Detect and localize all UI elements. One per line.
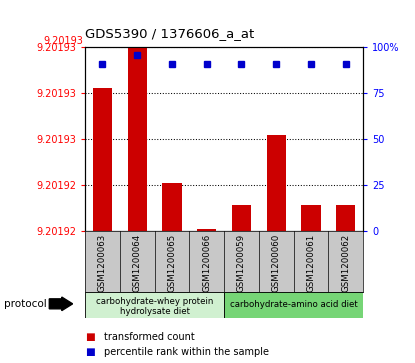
Bar: [85, 292, 224, 318]
Bar: [224, 292, 363, 318]
Text: hydrolysate diet: hydrolysate diet: [120, 307, 190, 316]
Text: GSM1200059: GSM1200059: [237, 234, 246, 292]
Text: 9.20193: 9.20193: [44, 36, 84, 46]
Bar: [336, 205, 355, 231]
Text: protocol: protocol: [4, 299, 47, 309]
Text: GDS5390 / 1376606_a_at: GDS5390 / 1376606_a_at: [85, 27, 254, 40]
Bar: [267, 135, 286, 231]
Text: GSM1200066: GSM1200066: [202, 234, 211, 293]
Bar: [93, 87, 112, 231]
Bar: [301, 205, 320, 231]
FancyArrow shape: [49, 297, 73, 311]
Text: ■: ■: [85, 332, 95, 342]
Text: transformed count: transformed count: [104, 332, 195, 342]
Text: GSM1200064: GSM1200064: [133, 234, 142, 293]
Bar: [232, 205, 251, 231]
Text: GSM1200063: GSM1200063: [98, 234, 107, 293]
Text: GSM1200062: GSM1200062: [341, 234, 350, 293]
Text: GSM1200065: GSM1200065: [168, 234, 176, 293]
Text: carbohydrate-whey protein: carbohydrate-whey protein: [96, 297, 213, 306]
Bar: [128, 44, 147, 231]
Text: percentile rank within the sample: percentile rank within the sample: [104, 347, 269, 357]
Text: carbohydrate-amino acid diet: carbohydrate-amino acid diet: [230, 301, 357, 309]
Bar: [197, 229, 216, 231]
Bar: [162, 183, 181, 231]
Text: GSM1200061: GSM1200061: [307, 234, 315, 293]
Text: GSM1200060: GSM1200060: [272, 234, 281, 293]
Text: ■: ■: [85, 347, 95, 357]
